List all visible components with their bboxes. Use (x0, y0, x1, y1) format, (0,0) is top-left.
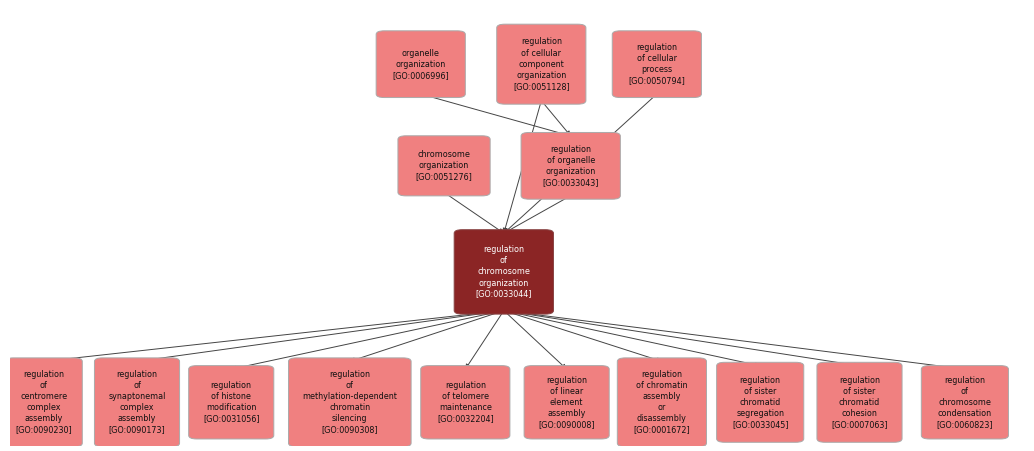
Text: regulation
of organelle
organization
[GO:0033043]: regulation of organelle organization [GO… (543, 145, 599, 187)
Text: regulation
of
chromosome
organization
[GO:0033044]: regulation of chromosome organization [G… (476, 245, 533, 299)
FancyBboxPatch shape (817, 362, 902, 442)
FancyBboxPatch shape (524, 366, 609, 439)
FancyBboxPatch shape (521, 133, 620, 199)
FancyBboxPatch shape (288, 358, 412, 446)
Text: regulation
of
chromosome
condensation
[GO:0060823]: regulation of chromosome condensation [G… (937, 376, 994, 429)
FancyBboxPatch shape (496, 24, 586, 104)
Text: regulation
of histone
modification
[GO:0031056]: regulation of histone modification [GO:0… (203, 381, 260, 423)
Text: regulation
of
methylation-dependent
chromatin
silencing
[GO:0090308]: regulation of methylation-dependent chro… (302, 370, 397, 435)
FancyBboxPatch shape (617, 358, 706, 446)
FancyBboxPatch shape (612, 31, 701, 97)
FancyBboxPatch shape (398, 136, 490, 196)
Text: regulation
of telomere
maintenance
[GO:0032204]: regulation of telomere maintenance [GO:0… (437, 381, 493, 423)
Text: chromosome
organization
[GO:0051276]: chromosome organization [GO:0051276] (416, 150, 473, 181)
Text: regulation
of linear
element
assembly
[GO:0090008]: regulation of linear element assembly [G… (539, 376, 595, 429)
Text: regulation
of sister
chromatid
segregation
[GO:0033045]: regulation of sister chromatid segregati… (732, 376, 789, 429)
Text: regulation
of
synaptonemal
complex
assembly
[GO:0090173]: regulation of synaptonemal complex assem… (109, 370, 165, 435)
FancyBboxPatch shape (5, 358, 83, 446)
FancyBboxPatch shape (188, 366, 274, 439)
Text: organelle
organization
[GO:0006996]: organelle organization [GO:0006996] (392, 49, 449, 80)
Text: regulation
of chromatin
assembly
or
disassembly
[GO:0001672]: regulation of chromatin assembly or disa… (634, 370, 691, 435)
Text: regulation
of
centromere
complex
assembly
[GO:0090230]: regulation of centromere complex assembl… (16, 370, 72, 435)
FancyBboxPatch shape (717, 362, 803, 442)
Text: regulation
of sister
chromatid
cohesion
[GO:0007063]: regulation of sister chromatid cohesion … (831, 376, 888, 429)
FancyBboxPatch shape (421, 366, 510, 439)
Text: regulation
of cellular
process
[GO:0050794]: regulation of cellular process [GO:00507… (629, 43, 686, 85)
FancyBboxPatch shape (921, 366, 1008, 439)
FancyBboxPatch shape (94, 358, 180, 446)
Text: regulation
of cellular
component
organization
[GO:0051128]: regulation of cellular component organiz… (513, 37, 570, 91)
FancyBboxPatch shape (376, 31, 465, 97)
FancyBboxPatch shape (454, 230, 553, 314)
